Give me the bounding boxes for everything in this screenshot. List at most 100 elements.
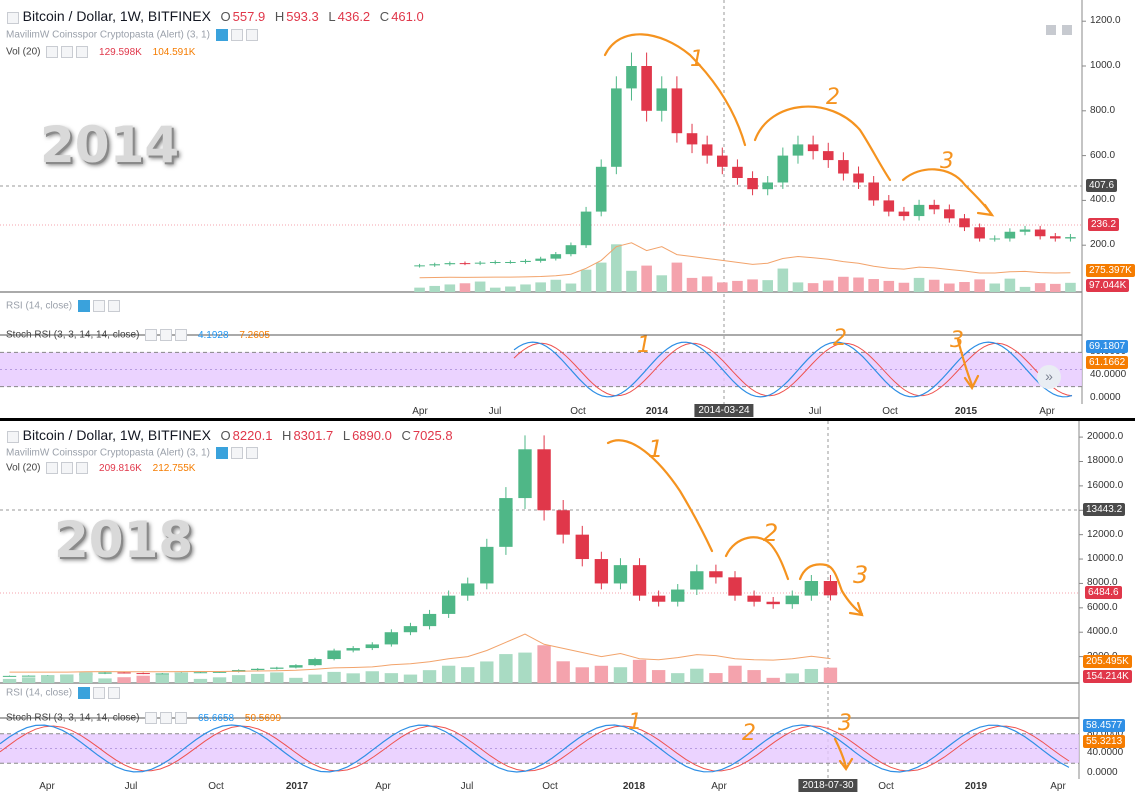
volume-bar	[117, 677, 131, 683]
volume-bar	[989, 283, 1001, 292]
volume-bar	[728, 665, 742, 683]
symbol-header[interactable]: Bitcoin / Dollar, 1W, BITFINEX O 8220.1 H…	[4, 427, 453, 443]
eye-icon[interactable]	[215, 29, 228, 41]
high-value: 8301.7	[293, 428, 334, 443]
eye-icon[interactable]	[145, 329, 158, 341]
settings-icon[interactable]	[61, 462, 74, 474]
candle-body	[913, 204, 925, 217]
candle-body	[656, 88, 668, 111]
candle-body	[565, 245, 577, 255]
volume-bar	[928, 279, 940, 292]
eye-icon[interactable]	[77, 300, 90, 312]
candle-body	[807, 144, 819, 152]
eye-icon[interactable]	[145, 712, 158, 724]
eye-icon[interactable]	[215, 447, 228, 459]
remove-icon[interactable]	[107, 687, 120, 699]
add-icon[interactable]	[76, 46, 89, 58]
rsi-legend[interactable]: RSI (14, close)	[6, 300, 120, 312]
settings-icon[interactable]	[92, 687, 105, 699]
volume-bar	[537, 645, 551, 683]
candle-body	[505, 262, 516, 263]
volume-bar	[792, 282, 804, 292]
candle-body	[98, 672, 112, 674]
settings-icon[interactable]	[160, 329, 173, 341]
annotation-stroke	[963, 374, 980, 391]
time-axis-label: Oct	[570, 406, 586, 417]
settings-icon[interactable]	[61, 46, 74, 58]
candle-body	[785, 595, 799, 605]
volume-bar	[594, 665, 609, 683]
annotation-stroke	[956, 338, 974, 387]
eye-icon[interactable]	[77, 687, 90, 699]
candle-body	[580, 211, 592, 246]
eye-icon[interactable]	[46, 462, 59, 474]
volume-bar	[444, 284, 456, 292]
collapse-icon[interactable]	[7, 11, 19, 24]
volume-bar	[1065, 282, 1076, 292]
rsi-legend[interactable]: RSI (14, close)	[6, 687, 120, 699]
annotation-number: 1	[637, 333, 651, 358]
volume-bar	[853, 277, 864, 292]
volume-bar	[898, 282, 910, 292]
volume-bar	[429, 285, 441, 292]
volume-bar	[212, 677, 227, 683]
candle-body	[520, 260, 531, 262]
candle-body	[1004, 231, 1016, 239]
add-icon[interactable]	[76, 462, 89, 474]
volume-bar	[868, 279, 879, 292]
volume-bar	[807, 283, 819, 292]
stoch-legend[interactable]: Stoch RSI (3, 3, 14, 14, close) 4.1928 7…	[6, 329, 270, 341]
remove-icon[interactable]	[107, 300, 120, 312]
remove-icon[interactable]	[175, 712, 188, 724]
candle-body	[1019, 229, 1031, 232]
indicator-legend[interactable]: MavilimW Coinsspor Cryptopasta (Alert) (…	[6, 447, 258, 459]
candle-body	[489, 262, 501, 263]
volume-legend[interactable]: Vol (20) 209.816K 212.755K	[6, 462, 196, 474]
volume-bar	[98, 678, 112, 683]
annotation-number: 3	[940, 149, 954, 174]
symbol-title: Bitcoin / Dollar, 1W, BITFINEX	[22, 427, 211, 443]
annotation-stroke	[798, 563, 844, 593]
candle-body	[641, 66, 652, 111]
candle-body	[823, 581, 838, 596]
scroll-forward-button[interactable]: »	[1037, 365, 1061, 389]
crosshair-price-tag: 13443.2	[1083, 503, 1126, 516]
settings-icon[interactable]	[92, 300, 105, 312]
volume-bar	[777, 268, 789, 292]
volume-bar	[822, 280, 834, 292]
remove-icon[interactable]	[245, 447, 258, 459]
candle-body	[671, 88, 683, 134]
minimize-icon[interactable]	[1062, 25, 1072, 35]
volume-bar	[611, 244, 622, 292]
volume-bar	[136, 675, 150, 683]
stoch-band	[0, 733, 1079, 764]
eye-icon[interactable]	[46, 46, 59, 58]
annotation-number: 2	[742, 721, 756, 746]
volume-bar	[231, 675, 246, 683]
volume-bar	[1019, 286, 1031, 292]
time-axis-label: Oct	[542, 781, 558, 792]
time-axis-label: 2017	[285, 781, 309, 792]
settings-icon[interactable]	[230, 447, 243, 459]
candle-body	[537, 449, 551, 511]
volume-legend[interactable]: Vol (20) 129.598K 104.591K	[6, 46, 196, 58]
remove-icon[interactable]	[245, 29, 258, 41]
stoch-legend[interactable]: Stoch RSI (3, 3, 14, 14, close) 65.6658 …	[6, 712, 282, 724]
stoch-d-tag: 55.3213	[1083, 735, 1126, 748]
indicator-legend[interactable]: MavilimW Coinsspor Cryptopasta (Alert) (…	[6, 29, 258, 41]
candle-body	[251, 668, 265, 671]
settings-icon[interactable]	[160, 712, 173, 724]
stoch-tick-label: 40.0000	[1090, 369, 1127, 381]
volume-bar	[535, 282, 546, 292]
collapse-icon[interactable]	[7, 430, 19, 443]
low-value: 436.2	[337, 9, 371, 24]
settings-icon[interactable]	[230, 29, 243, 41]
candle-body	[289, 665, 303, 668]
price-tick-label: 400.0	[1090, 194, 1116, 206]
volume-bar	[403, 674, 418, 683]
time-axis-label: Jul	[460, 781, 474, 792]
remove-icon[interactable]	[175, 329, 188, 341]
maximize-icon[interactable]	[1046, 25, 1056, 35]
